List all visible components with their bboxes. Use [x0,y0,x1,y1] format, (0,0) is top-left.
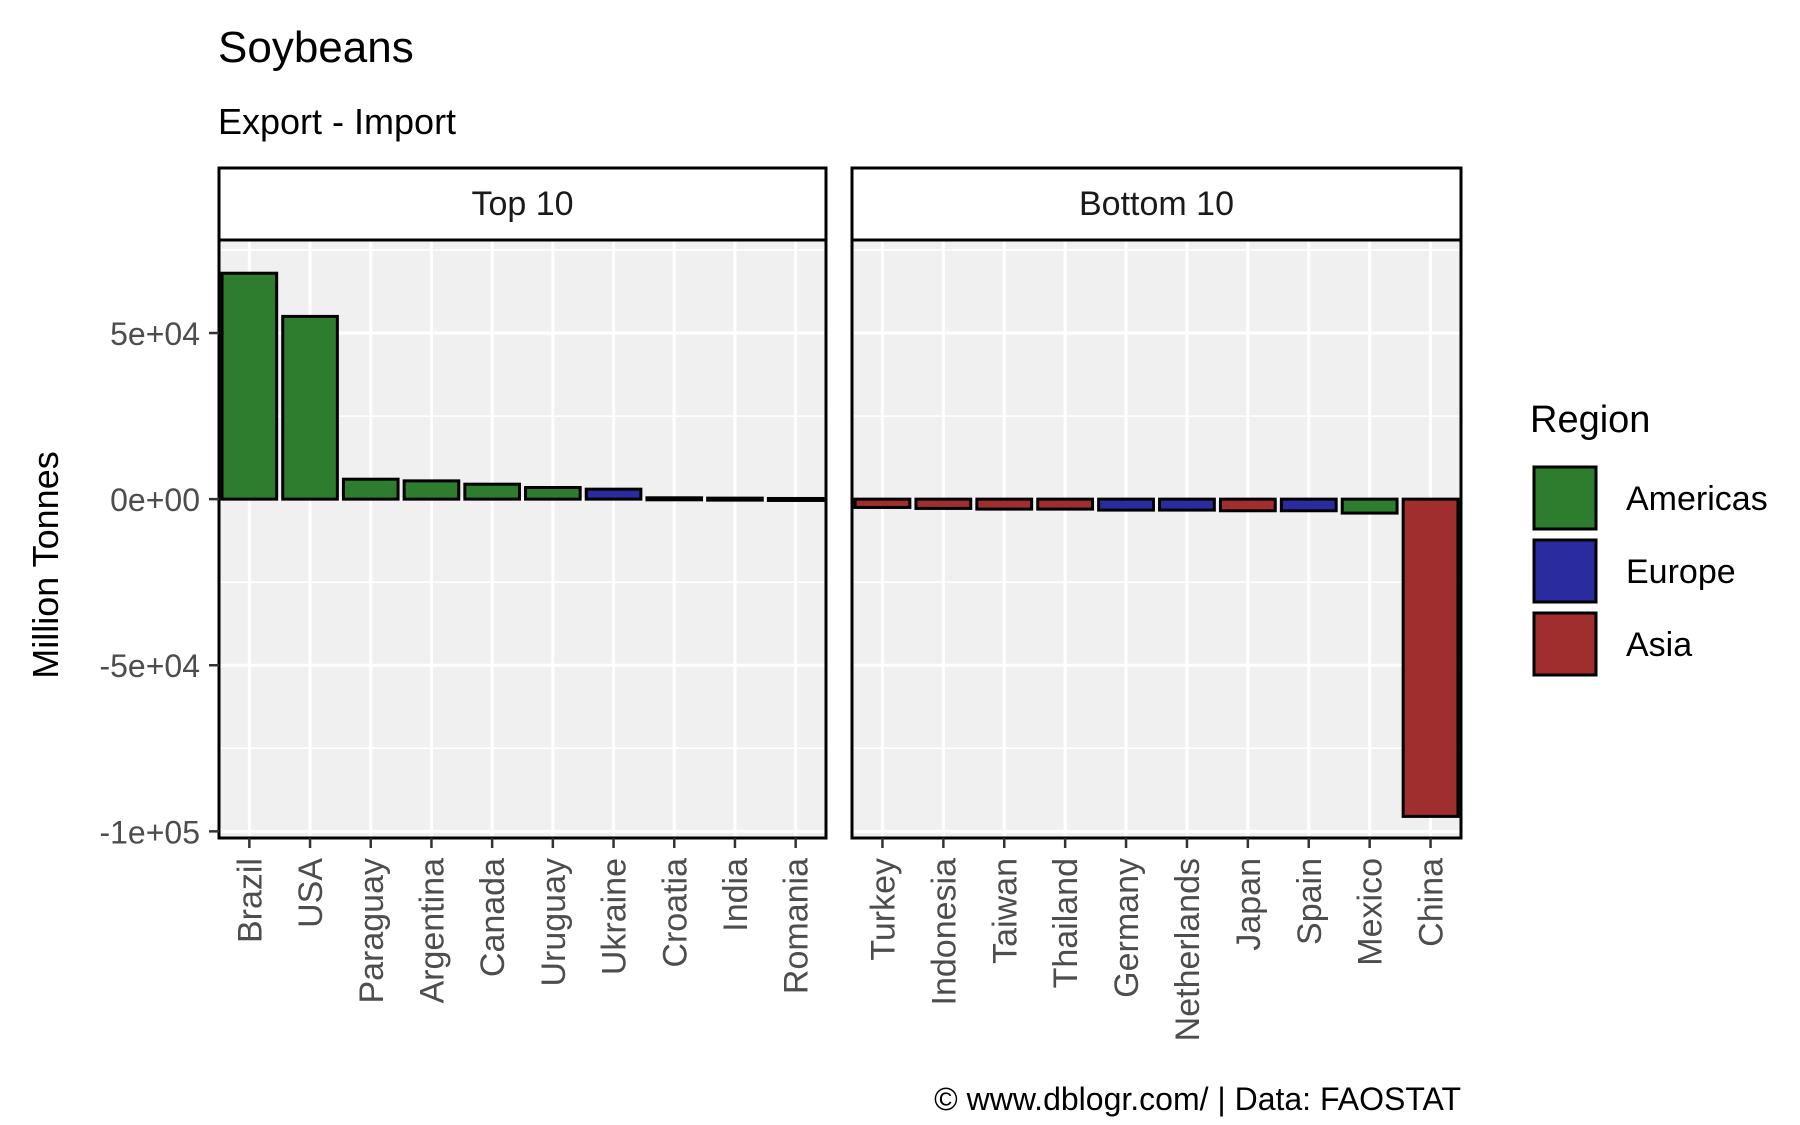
x-tick-label: Turkey [864,858,902,961]
y-axis-label: Million Tonnes [25,451,66,678]
bar-mexico [1340,497,1399,515]
panel-background [852,240,1461,838]
facet-strip [217,166,828,242]
x-tick-label: Japan [1230,858,1268,951]
x-tick-label: Spain [1291,858,1329,945]
x-tick-label: Netherlands [1169,858,1207,1041]
x-tick-label: Argentina [413,858,451,1004]
bar-china [1401,497,1460,818]
bar-uruguay [524,486,582,501]
legend-title: Region [1530,399,1650,441]
chart-subtitle: Export - Import [218,101,456,142]
bar-canada [463,482,521,501]
x-tick-label: Uruguay [535,858,573,987]
bar-argentina [402,479,461,501]
x-tick-label: Taiwan [986,858,1024,964]
bar-croatia [645,496,704,502]
facet-strip-label: Bottom 10 [1079,185,1234,223]
legend-key-asia [1532,611,1598,677]
legend-label: Americas [1626,480,1768,518]
bar-taiwan [975,497,1034,511]
x-tick-label: Paraguay [353,858,391,1004]
x-tick-label: Romania [778,858,816,994]
chart-caption: © www.dblogr.com/ | Data: FAOSTAT [934,1081,1461,1117]
x-tick-label: Indonesia [925,858,963,1006]
bar-germany [1097,497,1155,512]
bar-india [706,496,764,502]
bar-romania [766,496,825,502]
bar-spain [1279,497,1338,513]
bar-paraguay [341,477,400,501]
x-tick-label: Canada [474,858,512,977]
legend-key-americas [1532,465,1598,531]
facet-strip [850,166,1463,242]
legend-key-europe [1532,538,1598,604]
x-tick-label: Brazil [231,858,269,943]
facet-strip-label: Top 10 [471,185,573,223]
bar-indonesia [914,497,973,510]
x-tick-label: Ukraine [596,858,634,975]
bar-thailand [1036,497,1095,511]
chart-panels: Top 10 Brazil USA Paraguay Argentina Canada Ur… [217,166,1463,1041]
y-tick-label: 5e+04 [110,316,200,352]
x-tick-label: Mexico [1352,858,1390,966]
legend-label: Asia [1626,626,1692,664]
x-tick-label: China [1413,858,1451,947]
x-tick-label: India [717,858,755,932]
y-axis: 5e+04 0e+00 -5e+04 -1e+05 [99,316,219,850]
bar-ukraine [584,487,643,501]
bar-usa [281,314,339,501]
y-tick-label: -5e+04 [99,648,200,684]
bar-brazil [220,271,279,501]
legend-label: Europe [1626,553,1736,591]
x-tick-label: Thailand [1047,858,1085,988]
bar-japan [1218,497,1277,513]
bar-turkey [853,497,912,509]
x-tick-label: USA [292,858,330,928]
legend: Region Americas Europe Asia [1530,399,1768,677]
x-tick-label: Croatia [656,858,694,968]
x-tick-label: Germany [1108,858,1146,998]
y-tick-label: 0e+00 [110,482,200,518]
bar-netherlands [1158,497,1216,512]
facet-panel: Bottom 10 Turkey Indonesia Taiwan Thailand Ge… [850,166,1463,1041]
y-tick-label: -1e+05 [99,814,200,850]
facet-panel: Top 10 Brazil USA Paraguay Argentina Canada Ur… [217,166,828,1004]
chart-title: Soybeans [218,23,414,72]
